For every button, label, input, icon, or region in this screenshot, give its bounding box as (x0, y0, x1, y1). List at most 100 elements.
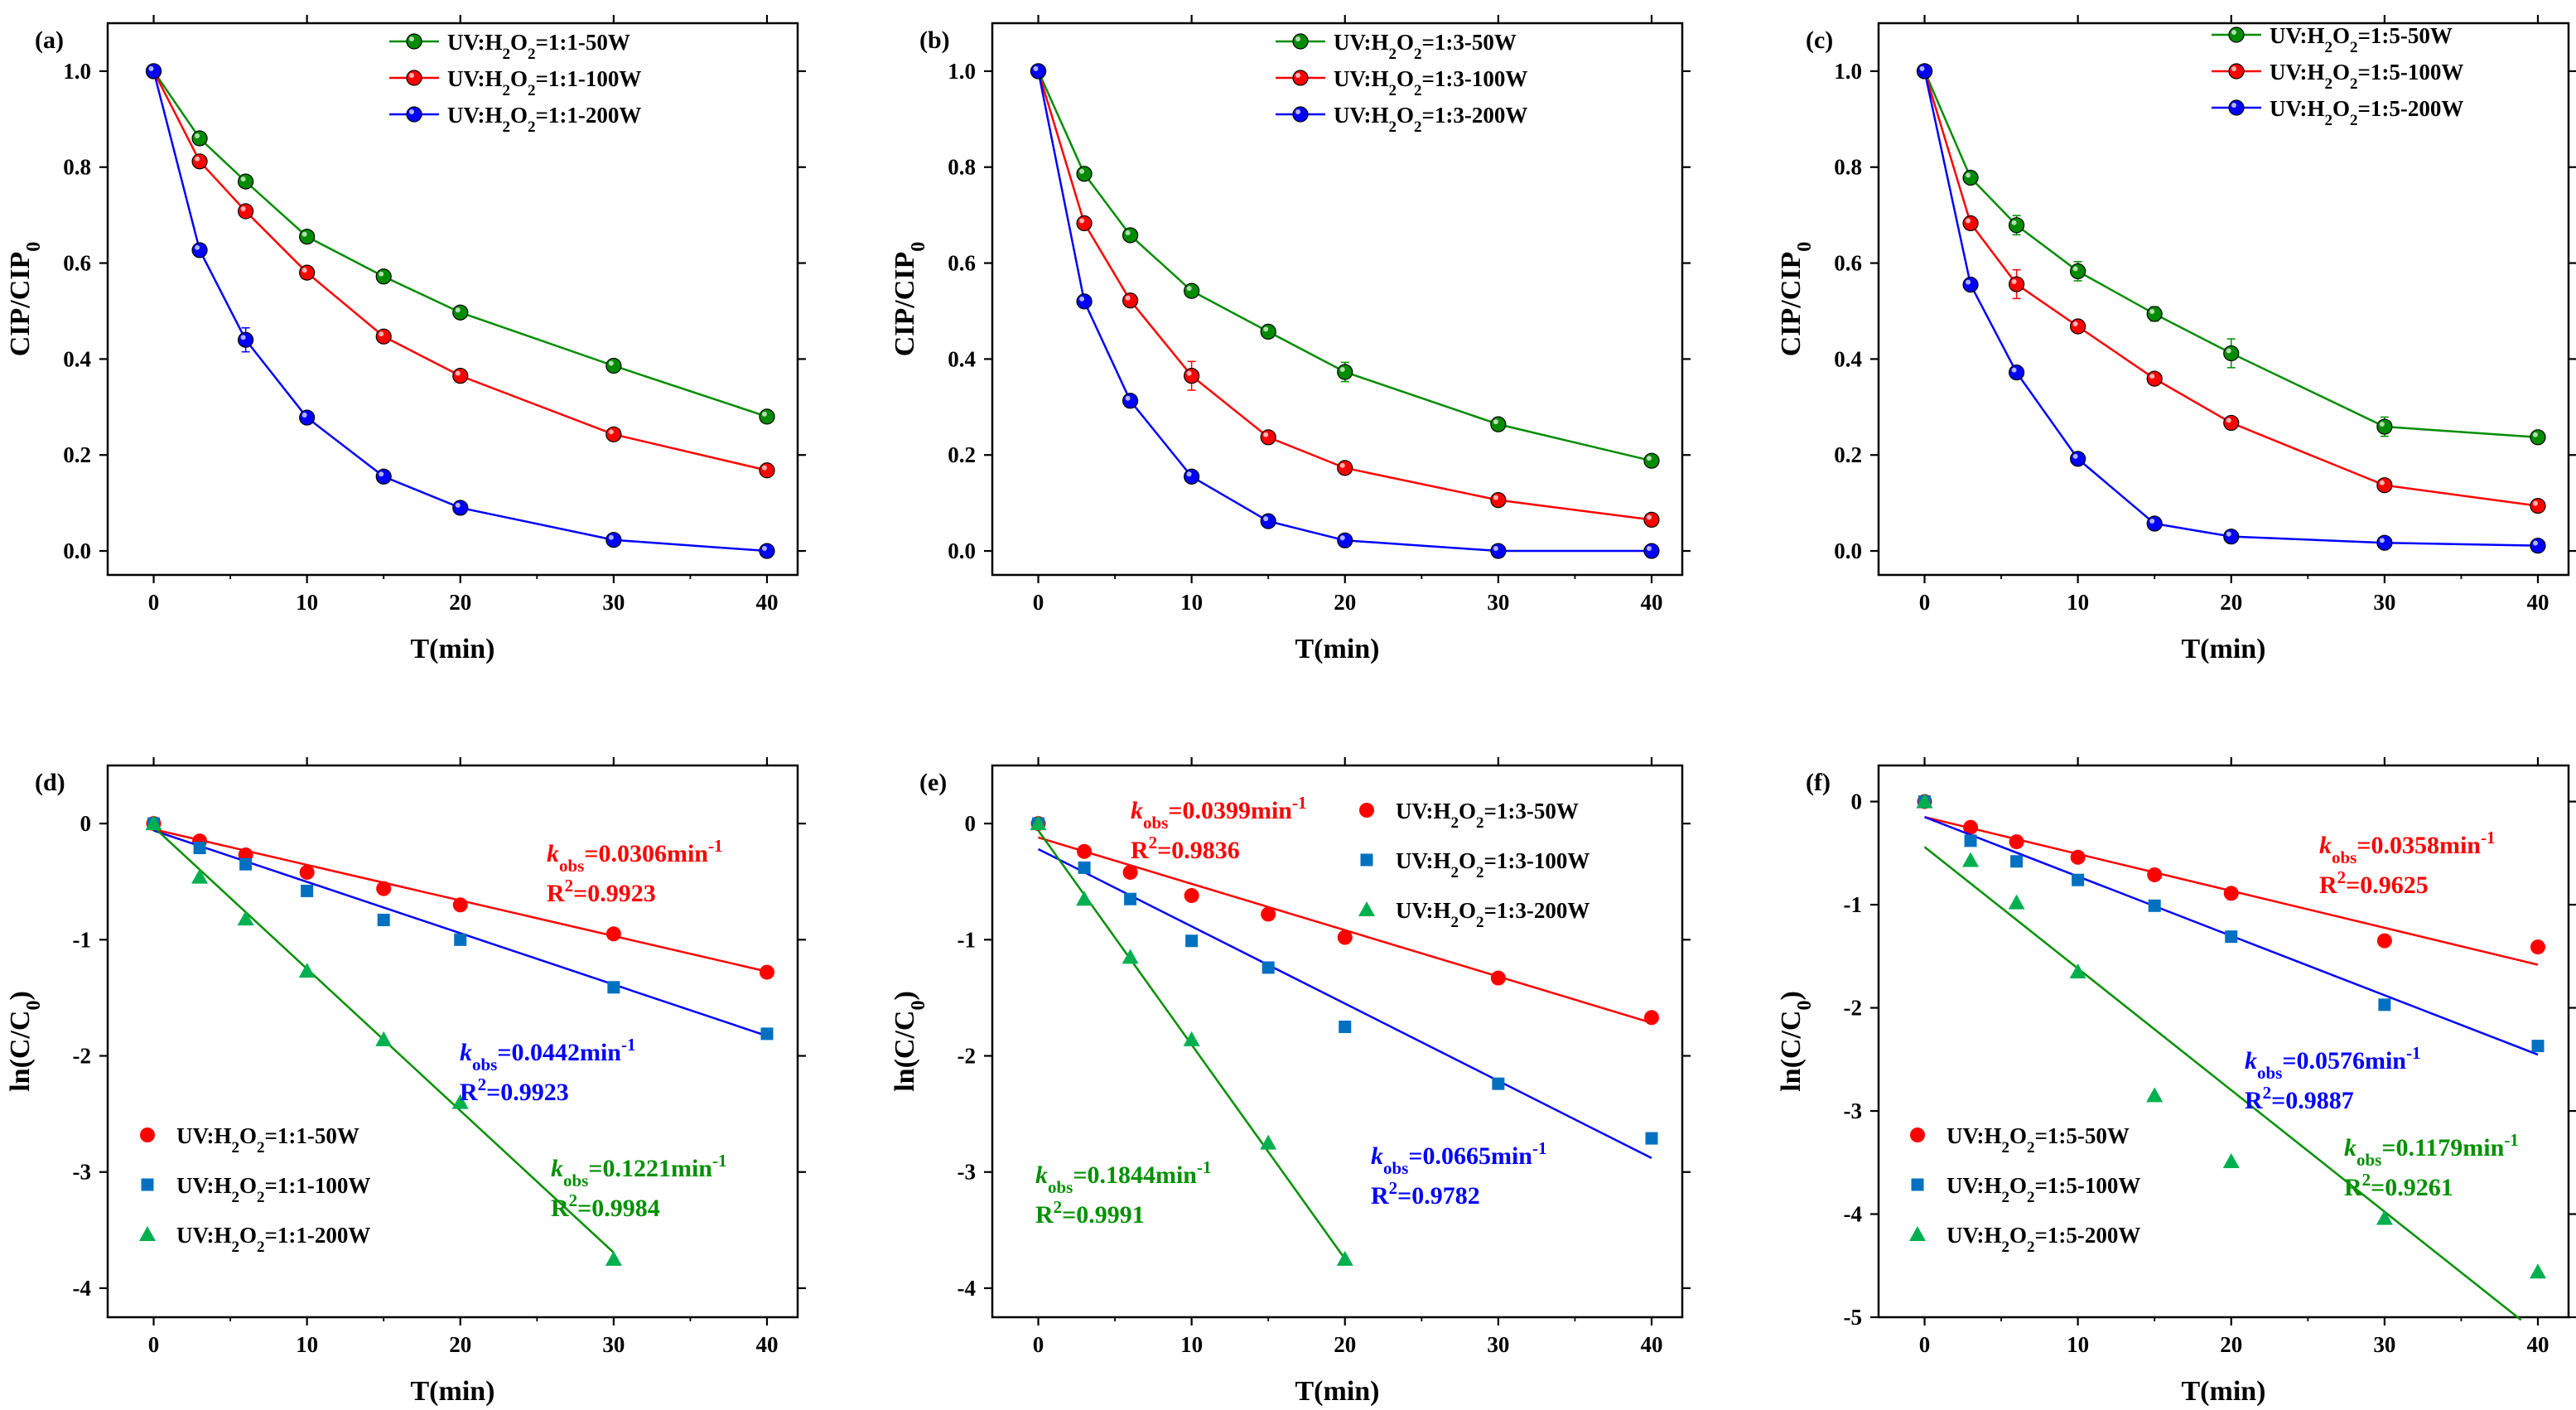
y-tick-label: 0.0 (1834, 538, 1862, 563)
data-point-highlight (2149, 519, 2155, 524)
data-point-highlight (2379, 480, 2385, 485)
data-point (1122, 292, 1139, 309)
x-tick-label: 20 (1334, 590, 1356, 615)
legend-marker (1359, 803, 1374, 818)
data-point (1184, 888, 1199, 904)
x-tick-label: 10 (296, 1332, 318, 1357)
y-tick-label: 0.6 (1834, 251, 1862, 276)
r2-label: R2=0.9991 (1035, 1197, 1145, 1229)
series-line (1037, 70, 1652, 462)
data-point (452, 500, 469, 516)
data-point (452, 897, 468, 913)
y-axis-title: CIP/CIP0 (5, 242, 45, 357)
data-point-highlight (1079, 218, 1085, 224)
x-axis-title: T(min) (2182, 1376, 2266, 1407)
x-tick-label: 0 (1033, 1332, 1044, 1357)
legend-label: UV:H2O2=1:5-200W (1946, 1223, 2140, 1256)
data-point (2009, 276, 2025, 292)
data-point-highlight (2011, 279, 2017, 285)
data-point-highlight (1646, 546, 1652, 552)
data-point (605, 1250, 622, 1266)
data-point (375, 468, 392, 485)
data-point (1964, 834, 1977, 847)
data-point-highlight (301, 268, 307, 273)
legend-label: UV:H2O2=1:5-50W (2270, 23, 2453, 56)
series-line (1037, 70, 1652, 521)
legend-label: UV:H2O2=1:3-50W (1396, 799, 1579, 832)
data-point-highlight (379, 471, 384, 477)
y-tick-label: -4 (1844, 1202, 1863, 1227)
y-tick-label: 0.2 (63, 442, 91, 467)
data-point (1337, 930, 1353, 945)
data-point (2009, 365, 2025, 381)
data-point (2225, 930, 2238, 944)
data-point (2070, 318, 2086, 335)
y-axis-title: CIP/CIP0 (890, 242, 929, 357)
legend-label: UV:H2O2=1:1-100W (447, 66, 641, 99)
legend-label: UV:H2O2=1:1-200W (447, 103, 641, 136)
data-point-highlight (2379, 422, 2385, 427)
data-point-highlight (2149, 308, 2155, 314)
legend-marker (2228, 99, 2245, 116)
r2-label: R2=0.9923 (460, 1074, 569, 1106)
series-2 (1030, 63, 1660, 529)
data-point (238, 203, 254, 220)
data-point (191, 242, 208, 258)
panel-label: (f) (1806, 769, 1831, 796)
data-point (1122, 393, 1139, 409)
r2-label: R2=0.9625 (2319, 867, 2429, 899)
x-tick-label: 30 (1487, 1332, 1509, 1357)
k-obs-label: kobs=0.0358min-1 (2319, 828, 2495, 867)
data-point-highlight (195, 156, 200, 162)
data-point-highlight (608, 360, 614, 366)
data-point (1337, 532, 1353, 548)
legend-marker (406, 70, 422, 86)
data-point-highlight (1966, 279, 1971, 285)
legend-label: UV:H2O2=1:3-200W (1334, 103, 1527, 136)
data-point (2070, 263, 2086, 280)
data-point (1183, 1031, 1200, 1046)
y-tick-label: 0.4 (63, 346, 91, 371)
data-point (2529, 1263, 2546, 1279)
x-tick-label: 0 (1033, 590, 1044, 615)
series-line (1923, 70, 2539, 507)
data-point-highlight (1493, 419, 1498, 425)
data-point-highlight (1493, 495, 1498, 500)
panel-b: (b) 0 10 20 30 40 0.0 0.2 0.4 0.6 0.8 1.0 T(min) CIP/… (890, 15, 1691, 664)
data-point (238, 173, 254, 190)
data-point (2530, 429, 2546, 446)
legend-marker (1910, 1128, 1925, 1142)
data-point (1962, 215, 1979, 232)
y-axis-title: ln(C/C0) (1776, 991, 1816, 1092)
fit-annotation: kobs=0.1221min-1R2=0.9984 (551, 1151, 726, 1222)
y-tick-label: -2 (1844, 996, 1863, 1021)
panel-e: (e) 0 10 20 30 40 -4 -3 -2 -1 0 T(min) ln(C/C0) UV:H2… (890, 757, 1691, 1407)
data-point (1030, 63, 1047, 80)
x-tick-label: 20 (1334, 1332, 1356, 1357)
data-point-highlight (2532, 540, 2538, 546)
legend-marker (1360, 853, 1373, 867)
data-point (1076, 166, 1093, 182)
data-point (452, 304, 469, 321)
data-point-highlight (379, 331, 384, 337)
data-point-highlight (455, 502, 461, 508)
data-point (2223, 414, 2240, 432)
y-tick-label: -1 (73, 927, 92, 952)
y-tick-label: -3 (73, 1160, 92, 1185)
data-point (1643, 1010, 1659, 1026)
data-point-highlight (1339, 462, 1345, 468)
data-point-highlight (2011, 220, 2017, 225)
x-tick-label: 0 (1919, 1332, 1931, 1357)
y-tick-label: 0.6 (63, 251, 91, 276)
data-point (2146, 370, 2163, 387)
data-point (191, 868, 209, 884)
data-point (1490, 543, 1507, 559)
data-point (2376, 477, 2393, 494)
legend-item: UV:H2O2=1:3-50W (1276, 30, 1517, 63)
legend-item: UV:H2O2=1:1-200W (389, 103, 641, 136)
data-point (2070, 451, 2086, 467)
legend-marker (1292, 33, 1309, 50)
x-tick-label: 40 (2526, 1332, 2549, 1357)
legend-item: UV:H2O2=1:1-50W (140, 1123, 359, 1156)
data-point-highlight (1339, 367, 1345, 373)
